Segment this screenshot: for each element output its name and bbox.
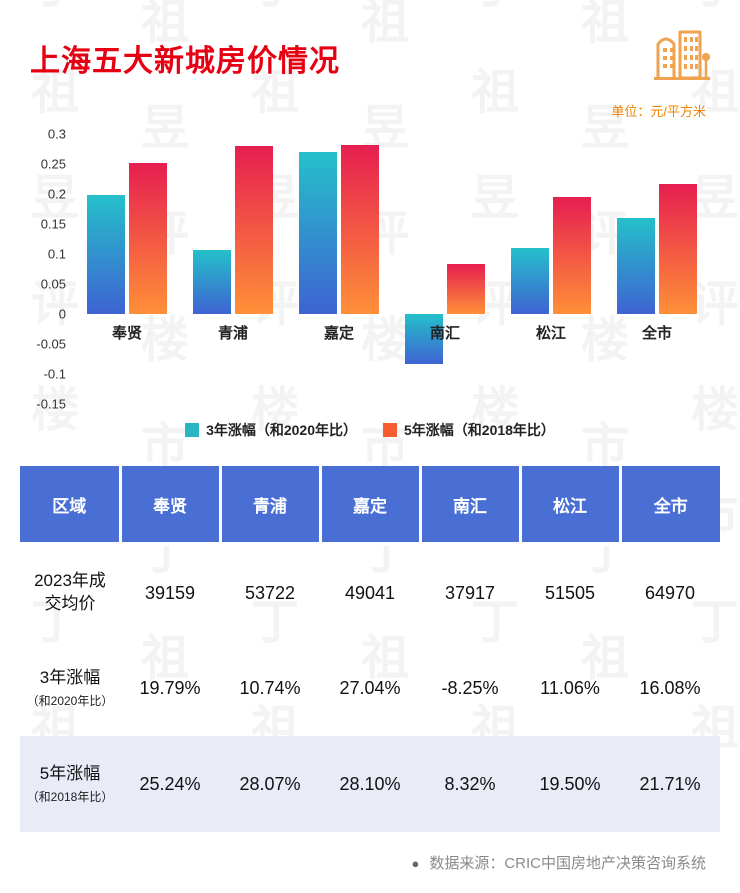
bar <box>447 264 485 314</box>
legend-swatch <box>383 423 397 437</box>
bar-group-南汇: 南汇 <box>392 134 498 404</box>
table-value-cell: 28.07% <box>239 773 301 794</box>
row-label: 2023年成交均价 <box>34 571 106 613</box>
category-label: 奉贤 <box>111 325 142 342</box>
bar <box>341 145 379 314</box>
chart-plot: 奉贤 青浦 嘉定 南汇 松江 全市 <box>74 134 710 404</box>
table-header-cell: 全市 <box>620 466 720 546</box>
y-tick-label: 0.2 <box>47 186 66 202</box>
bar <box>87 195 125 314</box>
y-tick-label: 0.05 <box>40 276 66 292</box>
row-label-cell: 2023年成交均价 <box>20 544 120 640</box>
table-header-cell: 青浦 <box>220 466 322 546</box>
category-label: 全市 <box>641 325 672 342</box>
legend-swatch <box>185 423 200 437</box>
category-label: 青浦 <box>217 325 248 342</box>
table-value-cell: 28.10% <box>339 773 401 794</box>
y-tick-label: 0 <box>58 306 66 322</box>
price-table: 区域 奉贤 青浦 嘉定 南汇 松江 全市 2023年成交均价 39159 53722 49041 37… <box>20 466 720 832</box>
table-value-cell: 19.79% <box>139 677 201 698</box>
legend-item: 3年涨幅（和2020年比） <box>185 420 357 440</box>
table-value-cell: 49041 <box>344 582 396 603</box>
bar-group-嘉定: 嘉定 <box>286 134 392 404</box>
table-value-cell: 27.04% <box>339 677 401 698</box>
bar <box>235 145 273 314</box>
legend-label: 3年涨幅（和2020年比） <box>206 422 357 438</box>
y-tick-label: 0.25 <box>40 156 66 172</box>
bar-group-全市: 全市 <box>604 134 710 404</box>
table-header-cell: 松江 <box>520 466 622 546</box>
buildings-icon <box>648 22 712 93</box>
table-row: 2023年成交均价 39159 53722 49041 37917 51505 64970 <box>20 544 720 640</box>
table-value-cell: 53722 <box>244 582 296 603</box>
bar-chart: 0.3 0.25 0.2 0.15 0.1 0.05 0 -0.05 -0.1 -0.15 奉贤 青… <box>26 127 710 412</box>
table-value-cell: 39159 <box>144 582 196 603</box>
table-value-cell: 51505 <box>544 582 596 603</box>
y-tick-label: 0.15 <box>40 216 66 232</box>
table-value-cell: 21.71% <box>639 773 701 794</box>
y-tick-label: -0.05 <box>36 336 66 352</box>
category-label: 嘉定 <box>323 325 354 342</box>
bar <box>659 183 697 314</box>
row-sublabel: （和2020年比） <box>26 693 114 708</box>
page-title: 上海五大新城房价情况 <box>30 45 340 78</box>
table-value-cell: 25.24% <box>139 773 201 794</box>
bar <box>553 197 591 314</box>
table-header-cell: 区域 <box>20 466 122 546</box>
chart-y-axis: 0.3 0.25 0.2 0.15 0.1 0.05 0 -0.05 -0.1 -0.15 <box>26 127 74 412</box>
chart-legend: 3年涨幅（和2020年比） 5年涨幅（和2018年比） <box>0 420 740 440</box>
category-label: 南汇 <box>429 325 460 342</box>
bar-group-松江: 松江 <box>498 134 604 404</box>
data-source-text: 数据来源：CRIC中国房地产决策咨询系统 <box>429 855 706 872</box>
row-label-cell: 3年涨幅 （和2020年比） <box>20 640 120 736</box>
bar <box>511 247 549 314</box>
y-tick-label: 0.1 <box>47 246 66 262</box>
table-header-cell: 南汇 <box>420 466 522 546</box>
unit-label: 单位：元/平方米 <box>611 104 706 119</box>
bar-group-奉贤: 奉贤 <box>74 134 180 404</box>
row-sublabel: （和2018年比） <box>26 789 114 804</box>
bar <box>129 162 167 314</box>
table-value-cell: 11.06% <box>540 677 600 698</box>
y-tick-label: -0.15 <box>36 396 66 412</box>
bar <box>299 151 337 314</box>
bar <box>193 249 231 314</box>
bullet-icon: ● <box>411 856 420 871</box>
bar <box>617 217 655 314</box>
bar <box>405 314 443 364</box>
table-value-cell: 64970 <box>644 582 696 603</box>
category-label: 松江 <box>535 325 566 342</box>
row-label: 3年涨幅 <box>39 668 101 688</box>
header: 上海五大新城房价情况 <box>0 0 740 93</box>
y-tick-label: -0.1 <box>43 366 66 382</box>
row-label: 5年涨幅 <box>39 764 101 784</box>
table-header-row: 区域 奉贤 青浦 嘉定 南汇 松江 全市 <box>20 466 720 546</box>
table-value-cell: -8.25% <box>441 677 499 698</box>
table-row: 5年涨幅 （和2018年比） 25.24% 28.07% 28.10% 8.32% 19.5… <box>20 736 720 832</box>
table-value-cell: 37917 <box>444 582 496 603</box>
table-value-cell: 19.50% <box>539 773 601 794</box>
legend-label: 5年涨幅（和2018年比） <box>404 422 555 438</box>
table-header-cell: 奉贤 <box>120 466 222 546</box>
data-source: ● 数据来源：CRIC中国房地产决策咨询系统 <box>0 832 740 873</box>
table-row: 3年涨幅 （和2020年比） 19.79% 10.74% 27.04% -8.25% 11.… <box>20 640 720 736</box>
y-tick-label: 0.3 <box>47 126 66 142</box>
table-value-cell: 8.32% <box>444 773 496 794</box>
table-value-cell: 10.74% <box>239 677 301 698</box>
table-value-cell: 16.08% <box>639 677 701 698</box>
bar-group-青浦: 青浦 <box>180 134 286 404</box>
legend-item: 5年涨幅（和2018年比） <box>383 420 555 440</box>
table-header-cell: 嘉定 <box>320 466 422 546</box>
row-label-cell: 5年涨幅 （和2018年比） <box>20 736 120 832</box>
